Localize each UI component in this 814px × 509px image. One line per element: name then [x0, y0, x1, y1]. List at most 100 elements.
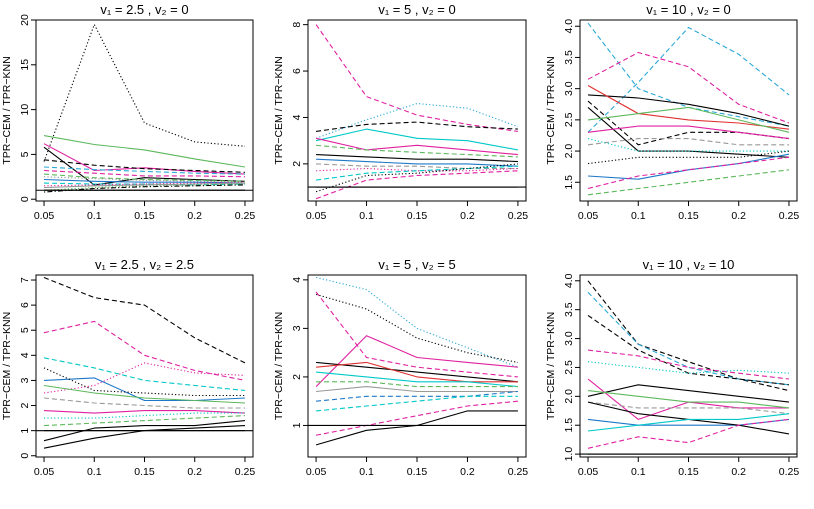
series-line-8: [316, 158, 518, 167]
x-tick-label: 0.2: [460, 210, 475, 222]
series-line-6: [316, 361, 518, 383]
series-line-4: [587, 94, 790, 127]
x-tick-label: 0.2: [460, 466, 475, 478]
series-line-12: [587, 153, 790, 180]
plot-frame: [35, 274, 254, 458]
series-line-11: [316, 165, 518, 181]
series-line-11: [43, 182, 246, 186]
y-tick-label: 1.0: [563, 447, 575, 462]
x-tick-label: 0.2: [187, 210, 202, 222]
x-tick-label: 0.15: [134, 210, 155, 222]
panel-title: v₁ = 2.5 , v₂ = 0: [100, 2, 188, 17]
y-tick-label: 10: [19, 104, 31, 116]
plot-area: [587, 22, 790, 196]
y-tick-label: 2.0: [563, 389, 575, 404]
y-tick-label: 2.5: [563, 112, 575, 127]
y-axis-label: TPR−CEM / TPR−KNN: [1, 56, 13, 164]
series-line-4: [43, 362, 246, 394]
series-line-12: [43, 181, 246, 187]
series-line-1: [43, 23, 246, 162]
series-line-3: [43, 357, 246, 392]
series-line-12: [315, 170, 518, 200]
x-tick-label: 0.05: [578, 210, 599, 222]
series-line-15: [43, 184, 246, 193]
panel-2: 0.05 0.1 0.15 0.2 0.25 2 4 6 8 TPR−CEM / TPR−KNN v…: [273, 2, 528, 222]
x-tick-label: 0.25: [779, 466, 800, 478]
series-line-9: [587, 401, 790, 415]
y-axis-label: TPR−CEM / TPR−KNN: [273, 56, 285, 164]
series-line-3: [43, 143, 246, 175]
series-line-3: [587, 51, 790, 124]
x-tick-label: 0.25: [235, 466, 256, 478]
series-line-4: [315, 128, 518, 151]
series-line-4: [587, 349, 790, 380]
series-line-6: [316, 144, 518, 158]
series-line-1: [315, 276, 519, 368]
x-tick-label: 0.15: [678, 466, 699, 478]
y-tick-label: 2: [19, 402, 31, 408]
y-tick-label: 3.0: [563, 331, 575, 346]
plot-frame: [307, 274, 527, 458]
y-tick-label: 2: [291, 374, 303, 380]
series-line-7: [316, 371, 518, 388]
panel-4: 0.05 0.1 0.15 0.2 0.25 0 1 2 3 4 5 6 7 TPR−CEM / TPR−…: [1, 257, 255, 478]
plot-area: [580, 280, 797, 455]
panel-title: v₁ = 5 , v₂ = 5: [378, 257, 455, 272]
y-tick-label: 2.0: [563, 144, 575, 159]
series-line-7: [316, 154, 518, 163]
y-tick-label: 7: [19, 277, 31, 283]
series-line-5: [587, 361, 790, 374]
x-tick-label: 0.05: [306, 210, 327, 222]
y-tick-label: 0: [19, 453, 31, 459]
series-line-5: [43, 159, 246, 173]
y-tick-label: 1: [19, 428, 31, 434]
series-line-9: [43, 176, 246, 183]
series-line-7: [43, 384, 246, 404]
series-line-15: [587, 150, 790, 165]
y-tick-label: 2: [291, 161, 303, 167]
series-line-1: [315, 24, 518, 132]
x-tick-label: 0.15: [678, 210, 699, 222]
series-line-5: [587, 85, 790, 130]
series-line-8: [587, 106, 790, 133]
y-tick-label: 5: [19, 327, 31, 333]
series-line-3: [316, 121, 518, 132]
series-line-2: [43, 320, 246, 381]
series-line-7: [587, 106, 790, 158]
series-line-6: [587, 378, 789, 420]
x-tick-label: 0.15: [407, 466, 428, 478]
y-tick-label: 6: [291, 68, 303, 74]
y-tick-label: 15: [19, 59, 31, 71]
series-line-3: [315, 291, 518, 378]
series-line-5: [316, 361, 518, 383]
x-tick-label: 0.15: [134, 466, 155, 478]
y-tick-label: 3: [19, 377, 31, 383]
series-line-6: [43, 166, 246, 175]
y-tick-label: 6: [19, 302, 31, 308]
series-line-13: [315, 410, 518, 446]
y-tick-label: 4: [291, 277, 303, 283]
series-line-4: [315, 335, 518, 387]
series-line-8: [43, 173, 246, 182]
y-tick-label: 20: [19, 14, 31, 26]
series-line-2: [587, 26, 790, 133]
y-axis-label: TPR−CEM / TPR−KNN: [545, 312, 557, 420]
panel-title: v₁ = 5 , v₂ = 0: [378, 2, 455, 17]
x-tick-label: 0.2: [731, 466, 746, 478]
x-tick-label: 0.25: [235, 210, 256, 222]
series-line-7: [587, 384, 790, 403]
y-tick-label: 4.0: [563, 273, 575, 288]
x-tick-label: 0.15: [407, 210, 428, 222]
y-tick-label: 4.0: [563, 19, 575, 34]
series-line-5: [315, 137, 518, 156]
x-tick-label: 0.1: [631, 466, 646, 478]
plot-frame: [579, 19, 798, 202]
y-axis-label: TPR−CEM / TPR−KNN: [1, 312, 13, 420]
y-tick-label: 4: [19, 352, 31, 358]
y-tick-label: 1.5: [563, 175, 575, 190]
y-tick-label: 2.5: [563, 360, 575, 375]
y-tick-label: 5: [19, 151, 31, 157]
x-tick-label: 0.1: [87, 466, 102, 478]
series-line-8: [587, 390, 790, 409]
